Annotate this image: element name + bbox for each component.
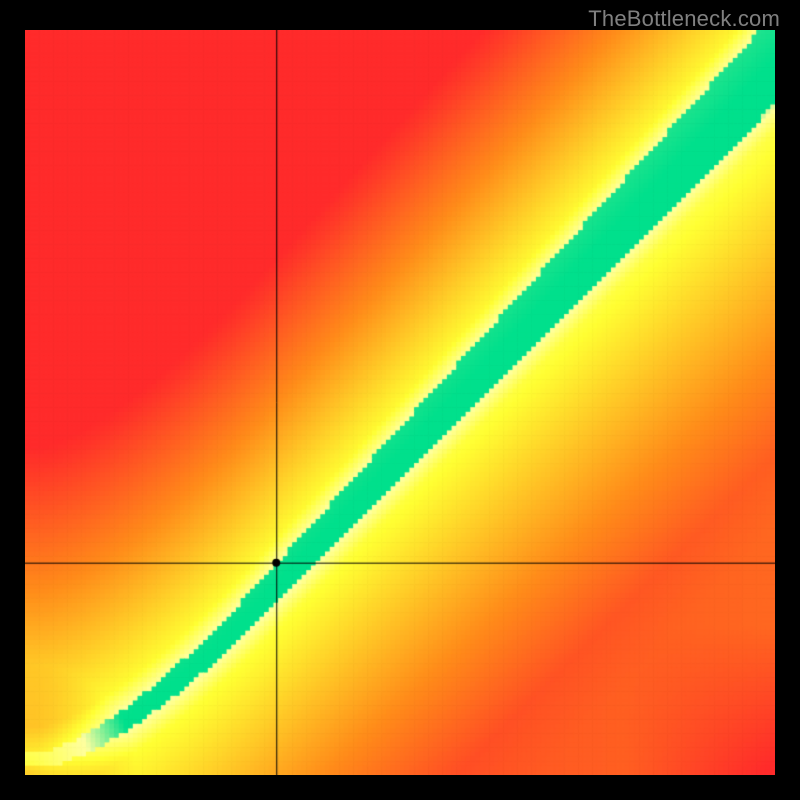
heatmap-plot	[25, 30, 775, 775]
heatmap-canvas	[25, 30, 775, 775]
watermark-text: TheBottleneck.com	[588, 6, 780, 32]
